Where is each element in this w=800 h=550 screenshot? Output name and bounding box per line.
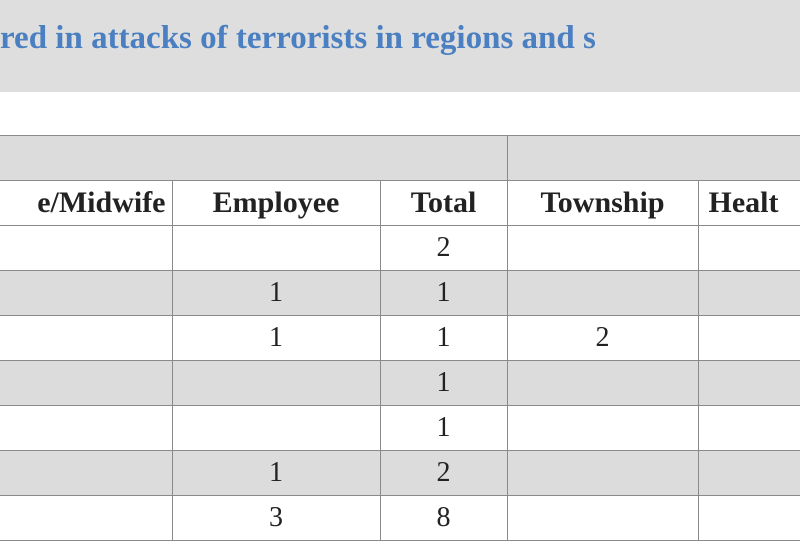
title-bar: red in attacks of terrorists in regions … [0, 0, 800, 92]
table-cell [171, 225, 381, 271]
table-cell: 1 [171, 450, 381, 496]
table-cell [0, 360, 173, 406]
column-header: e/Midwife [0, 180, 173, 226]
table-cell: 8 [379, 495, 508, 541]
column-header: Total [379, 180, 508, 226]
table-cell [697, 360, 800, 406]
table-cell: 2 [379, 225, 508, 271]
column-header: Employee [171, 180, 381, 226]
table-cell [0, 450, 173, 496]
table-cell: 1 [379, 270, 508, 316]
table-cell: 1 [379, 315, 508, 361]
column-header: Township [506, 180, 699, 226]
group-header-row [0, 135, 800, 181]
table-cell [697, 495, 800, 541]
table: e/Midwife Employee Total Township Healt 2 1 1 1 1… [0, 135, 800, 541]
table-cell [506, 495, 699, 541]
table-cell [697, 450, 800, 496]
table-row: 1 [0, 405, 800, 451]
table-row: 2 [0, 225, 800, 271]
table-cell [506, 405, 699, 451]
table-cell [0, 405, 173, 451]
table-cell: 3 [171, 495, 381, 541]
table-cell: 2 [379, 450, 508, 496]
table-cell [0, 315, 173, 361]
table-cell: 2 [506, 315, 699, 361]
table-cell [171, 405, 381, 451]
title: red in attacks of terrorists in regions … [0, 20, 596, 56]
table-cell [0, 270, 173, 316]
table-cell [171, 360, 381, 406]
table-cell: 1 [171, 315, 381, 361]
table-cell [0, 225, 173, 271]
table-cell [697, 405, 800, 451]
table-cell: 1 [379, 360, 508, 406]
table-cell: 1 [379, 405, 508, 451]
table-row: 1 [0, 360, 800, 406]
table-cell [506, 450, 699, 496]
header-row: e/Midwife Employee Total Township Healt [0, 180, 800, 226]
table-cell [697, 270, 800, 316]
table-cell [506, 270, 699, 316]
table-cell [506, 225, 699, 271]
column-header: Healt [697, 180, 800, 226]
group-cell [0, 135, 508, 181]
table-cell: 1 [171, 270, 381, 316]
group-cell [506, 135, 800, 181]
table-cell [697, 225, 800, 271]
table-cell [697, 315, 800, 361]
table-cell [506, 360, 699, 406]
table-cell [0, 495, 173, 541]
